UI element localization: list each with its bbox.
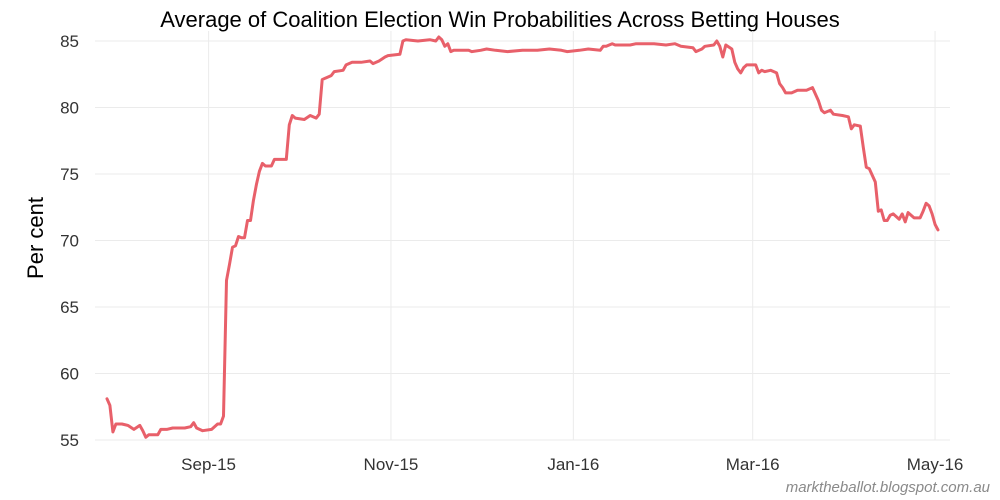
y-tick-label: 55 xyxy=(60,431,79,450)
x-tick-label: Jan-16 xyxy=(547,455,599,474)
series-line xyxy=(105,35,940,439)
source-credit: marktheballot.blogspot.com.au xyxy=(786,479,991,496)
x-tick-label: May-16 xyxy=(907,455,964,474)
x-tick-label: Mar-16 xyxy=(726,455,780,474)
x-tick-label: Sep-15 xyxy=(181,455,236,474)
x-tick-label: Nov-15 xyxy=(364,455,419,474)
y-tick-label: 70 xyxy=(60,232,79,251)
x-axis-ticks: Sep-15 Nov-15 Jan-16 Mar-16 May-16 xyxy=(181,455,963,474)
y-tick-label: 85 xyxy=(60,32,79,51)
y-axis-ticks: 55 60 65 70 75 80 85 xyxy=(60,32,79,450)
chart-title: Average of Coalition Election Win Probab… xyxy=(160,7,840,32)
y-tick-label: 65 xyxy=(60,298,79,317)
y-tick-label: 80 xyxy=(60,99,79,118)
y-tick-label: 60 xyxy=(60,365,79,384)
y-axis-label: Per cent xyxy=(23,197,48,279)
y-tick-label: 75 xyxy=(60,165,79,184)
